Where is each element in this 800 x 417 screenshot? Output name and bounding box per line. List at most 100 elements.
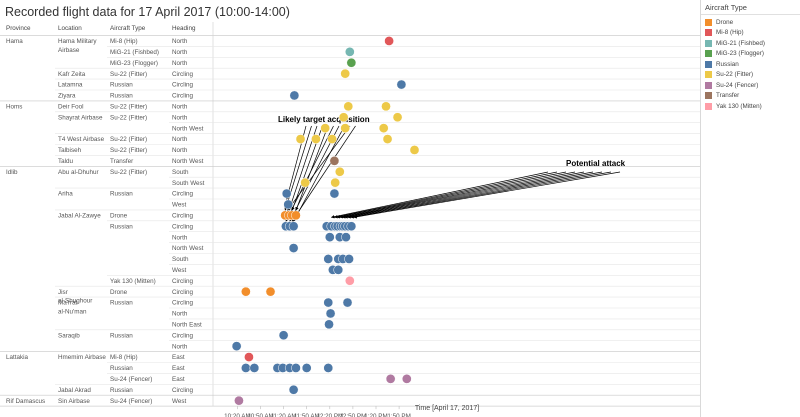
row-heading: East xyxy=(172,365,185,372)
row-heading: North xyxy=(172,60,188,67)
row-aircraft-type: Mi-8 (Hip) xyxy=(110,38,138,45)
legend-label: Transfer xyxy=(716,92,740,100)
flight-point xyxy=(291,363,301,373)
annotation-arrow xyxy=(295,125,329,211)
legend-label: Su-24 (Fencer) xyxy=(716,81,759,89)
legend-swatch xyxy=(705,18,712,26)
legend-label: Russian xyxy=(716,60,739,68)
legend-swatch xyxy=(705,81,712,89)
legend-label: Yak 130 (Mitten) xyxy=(716,102,762,110)
x-tick-label: 10:50 AM xyxy=(247,413,274,417)
row-aircraft-type: Drone xyxy=(110,213,128,220)
row-heading: East xyxy=(172,376,185,383)
flight-point xyxy=(325,308,336,319)
annotation-target-acquisition: Likely target acquisition xyxy=(278,115,370,124)
legend-item: Su-22 (Fitter) xyxy=(701,70,800,81)
flight-point xyxy=(265,286,276,297)
flight-point xyxy=(278,330,289,341)
flight-point xyxy=(342,297,353,308)
annotation-arrow xyxy=(339,171,576,219)
row-heading: Circling xyxy=(172,191,193,198)
data-points xyxy=(231,36,420,406)
row-aircraft-type: Russian xyxy=(110,93,133,100)
row-province: Rif Damascus xyxy=(6,398,45,405)
row-heading: North xyxy=(172,343,188,350)
row-heading: Circling xyxy=(172,71,193,78)
row-heading: Circling xyxy=(172,300,193,307)
row-heading: West xyxy=(172,267,186,274)
flight-point xyxy=(241,363,251,373)
flight-point xyxy=(382,134,393,144)
annotation-arrow xyxy=(285,125,334,222)
flight-point xyxy=(234,395,244,406)
row-location: Jabal Akrad xyxy=(58,387,91,394)
flight-point xyxy=(323,363,334,373)
flight-point xyxy=(384,36,394,46)
row-location: Saraqib xyxy=(58,332,80,339)
chart-title: Recorded flight data for 17 April 2017 (… xyxy=(5,5,290,19)
row-aircraft-type: Su-22 (Fitter) xyxy=(110,147,147,154)
annotation-arrow xyxy=(287,125,351,211)
flight-point xyxy=(330,177,341,188)
row-heading: North xyxy=(172,147,188,154)
x-tick-label: 12:50 PM xyxy=(339,413,366,417)
legend-item: Transfer xyxy=(701,91,800,102)
flight-point xyxy=(295,134,306,144)
flight-point xyxy=(344,47,355,57)
legend-item: MiG-23 (Flogger) xyxy=(701,49,800,60)
row-location: Hmemim Airbase xyxy=(58,354,106,361)
row-aircraft-type: Su-22 (Fitter) xyxy=(110,114,147,121)
row-heading: North West xyxy=(172,158,204,165)
annotation-arrow xyxy=(344,171,594,219)
row-aircraft-type: Russian xyxy=(110,191,133,198)
flight-point xyxy=(340,123,351,133)
row-heading: Circling xyxy=(172,82,193,89)
flight-point xyxy=(344,275,355,286)
legend: Aircraft Type Drone Mi-8 (Hip) MiG-21 (Fis… xyxy=(700,0,800,417)
legend-swatch xyxy=(705,60,712,68)
legend-label: Su-22 (Fitter) xyxy=(716,71,754,79)
row-aircraft-type: Su-22 (Fitter) xyxy=(110,104,147,111)
annotation-arrow xyxy=(347,171,603,219)
annotations: Likely target acquisition Potential attac… xyxy=(278,115,626,222)
row-heading: Circling xyxy=(172,278,193,285)
row-aircraft-type: Su-22 (Fitter) xyxy=(110,71,147,78)
flight-point xyxy=(244,352,254,362)
flight-point xyxy=(323,254,334,264)
row-heading: North West xyxy=(172,125,204,132)
row-heading: West xyxy=(172,398,186,405)
row-location: Ma'rrat al-Nu'man xyxy=(58,300,87,316)
annotation-arrow xyxy=(341,171,585,219)
flight-point xyxy=(283,199,294,210)
legend-swatch xyxy=(705,71,712,79)
header-province: Province xyxy=(6,25,31,32)
header-location: Location xyxy=(58,25,82,32)
legend-label: Mi-8 (Hip) xyxy=(716,29,744,37)
legend-swatch xyxy=(705,102,712,110)
flight-point xyxy=(343,101,354,112)
flight-point xyxy=(288,384,299,395)
row-aircraft-type: Russian xyxy=(110,387,133,394)
row-heading: South xyxy=(172,169,189,176)
row-aircraft-type: Mi-8 (Hip) xyxy=(110,354,138,361)
legend-swatch xyxy=(705,92,712,100)
row-heading: South xyxy=(172,256,189,263)
flight-point xyxy=(311,134,321,144)
legend-item: Russian xyxy=(701,59,800,70)
legend-label: MiG-21 (Fishbed) xyxy=(716,39,765,47)
flight-point xyxy=(324,232,335,242)
row-aircraft-type: Russian xyxy=(110,223,133,230)
row-aircraft-type: Su-24 (Fencer) xyxy=(110,376,152,383)
row-heading: North xyxy=(172,114,188,121)
row-heading: North East xyxy=(172,322,202,329)
flight-point xyxy=(291,210,301,221)
row-location: Sin Airbase xyxy=(58,398,90,405)
annotation-arrow xyxy=(350,171,612,219)
flight-point xyxy=(329,156,340,166)
row-location: Ziyara xyxy=(58,93,76,100)
row-province: Hama xyxy=(6,38,23,45)
flight-point xyxy=(392,112,403,123)
flight-point xyxy=(300,177,311,188)
annotation-arrow xyxy=(334,171,558,219)
